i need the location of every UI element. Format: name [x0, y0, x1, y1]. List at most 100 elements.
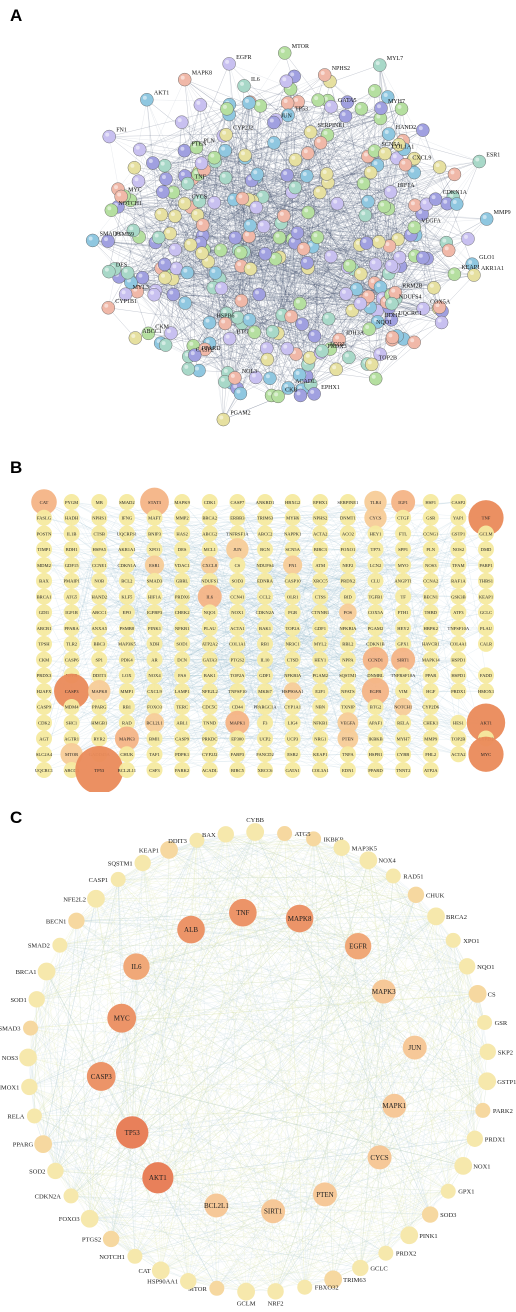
label-b: DDIT3	[93, 673, 107, 678]
node-a	[178, 296, 192, 310]
label-b: COL4A1	[450, 642, 468, 647]
node-c-TRIM63	[324, 1270, 343, 1289]
label-b: PLAU	[204, 626, 217, 631]
node-b-KEAP1	[478, 588, 494, 605]
node-b-ESR1	[144, 555, 165, 575]
label-b: MCL1	[204, 547, 217, 552]
node-a	[416, 251, 430, 265]
node-c-BRCA2	[427, 907, 445, 926]
node-b-NFATS	[339, 683, 356, 700]
node-b-HBPK2	[422, 620, 439, 637]
label-c: NOS3	[2, 1055, 18, 1062]
node-b-CLU	[367, 572, 384, 589]
node-a	[368, 257, 383, 271]
node-a-BTG	[222, 331, 237, 346]
node-b-GATA1	[284, 762, 301, 778]
node-b-PRKDC	[201, 730, 218, 747]
node-a	[242, 96, 256, 110]
label-b: FN1	[289, 563, 298, 568]
label-b: TNFA	[342, 752, 354, 757]
node-b-ESR2	[284, 746, 301, 763]
label-b: TLR4	[370, 500, 382, 505]
node-a-SERPINE1	[303, 125, 318, 139]
label-b: NFATS	[341, 689, 355, 694]
label-b: VEGFA	[340, 721, 356, 726]
node-b-GSK3B	[450, 588, 467, 605]
label-b: CYBB	[397, 752, 410, 757]
node-a	[361, 194, 375, 209]
label-b: XRCC5	[313, 579, 329, 584]
node-b-CD44	[229, 698, 246, 715]
node-a-MTOR	[278, 46, 292, 60]
node-c-MAP3K5	[333, 839, 350, 856]
label-b: NPHS2	[313, 516, 328, 521]
node-b-TNFA	[339, 746, 356, 763]
node-c-CDKN2A	[63, 1188, 79, 1204]
label-c: NOTCH1	[99, 1254, 125, 1261]
label-c: BCL2L1	[204, 1202, 229, 1210]
node-a	[158, 158, 172, 173]
node-b-PGAM2	[367, 620, 384, 637]
node-b-EDNRA	[257, 572, 273, 589]
label-c: DDIT3	[168, 838, 187, 845]
node-a	[377, 199, 391, 214]
node-a	[442, 243, 456, 258]
panel-label-a: A	[10, 6, 23, 25]
label-c: RELA	[7, 1113, 24, 1120]
node-c-TP53	[116, 1116, 149, 1149]
node-b-CASP2	[450, 494, 467, 510]
label-b: CCNG1	[423, 531, 439, 536]
node-b-CTGF	[395, 509, 412, 526]
label-b: TRIM63	[257, 516, 274, 521]
node-b-HES1	[450, 714, 467, 731]
label-b: ACADL	[202, 768, 218, 773]
node-b-PYGM	[63, 494, 80, 510]
node-b-TXNIP	[339, 698, 356, 715]
label-a: NDUFS4	[399, 295, 422, 301]
node-b-IKBKB	[367, 730, 384, 747]
label-b: CYP1A1	[284, 705, 302, 710]
node-a	[372, 235, 386, 249]
label-b: NOX4	[148, 673, 161, 678]
node-b-BTG2	[367, 698, 384, 715]
label-b: PGAM2	[312, 673, 328, 678]
node-b-EP300	[229, 730, 246, 747]
label-b: EPHX1	[313, 500, 328, 505]
node-b-FASLG	[36, 509, 52, 526]
label-c: NQO1	[477, 964, 494, 971]
label-c: MAPK1	[382, 1102, 406, 1110]
node-b-PPARG	[91, 698, 108, 715]
label-b: H2AFX	[37, 689, 52, 694]
node-b-SLC2A4	[36, 746, 52, 763]
node-a	[320, 167, 334, 181]
label-b: MMP9	[424, 736, 438, 741]
label-b: BCL2	[121, 579, 133, 584]
label-b: CCNA2	[423, 579, 439, 584]
label-b: ACO2	[342, 531, 355, 536]
node-b-MDM4	[63, 698, 80, 715]
label-b: CTSS	[315, 594, 326, 599]
node-c-NOTCH1	[127, 1248, 143, 1264]
label-b: IL10	[261, 657, 271, 662]
node-a	[158, 271, 172, 285]
node-b-EPHX1	[312, 494, 329, 510]
label-b: NR3C1	[286, 642, 301, 647]
label-b: MAPK8	[91, 689, 107, 694]
node-c-JUN	[402, 1035, 427, 1060]
node-b-TAF1	[146, 746, 163, 763]
node-b-HSP90AA1	[283, 682, 302, 700]
node-b-RAD	[118, 714, 135, 731]
node-b-NFE2L2	[201, 683, 218, 700]
label-b: IGFBP3	[147, 610, 163, 615]
label-c: AKT1	[149, 1174, 167, 1182]
node-b-CXCL8	[200, 556, 219, 574]
node-b-FHL2	[422, 746, 439, 763]
label-b: NDUFS4	[256, 563, 274, 568]
node-b-CTNNB1	[312, 604, 329, 621]
node-c-PRDX2	[378, 1245, 394, 1261]
node-a-MAPK8	[178, 72, 192, 87]
label-a: CYP1B1	[115, 299, 137, 305]
label-b: UQCRFS1	[117, 531, 138, 536]
node-c-CASP1	[110, 871, 126, 887]
label-a: PGAM2	[230, 411, 250, 417]
